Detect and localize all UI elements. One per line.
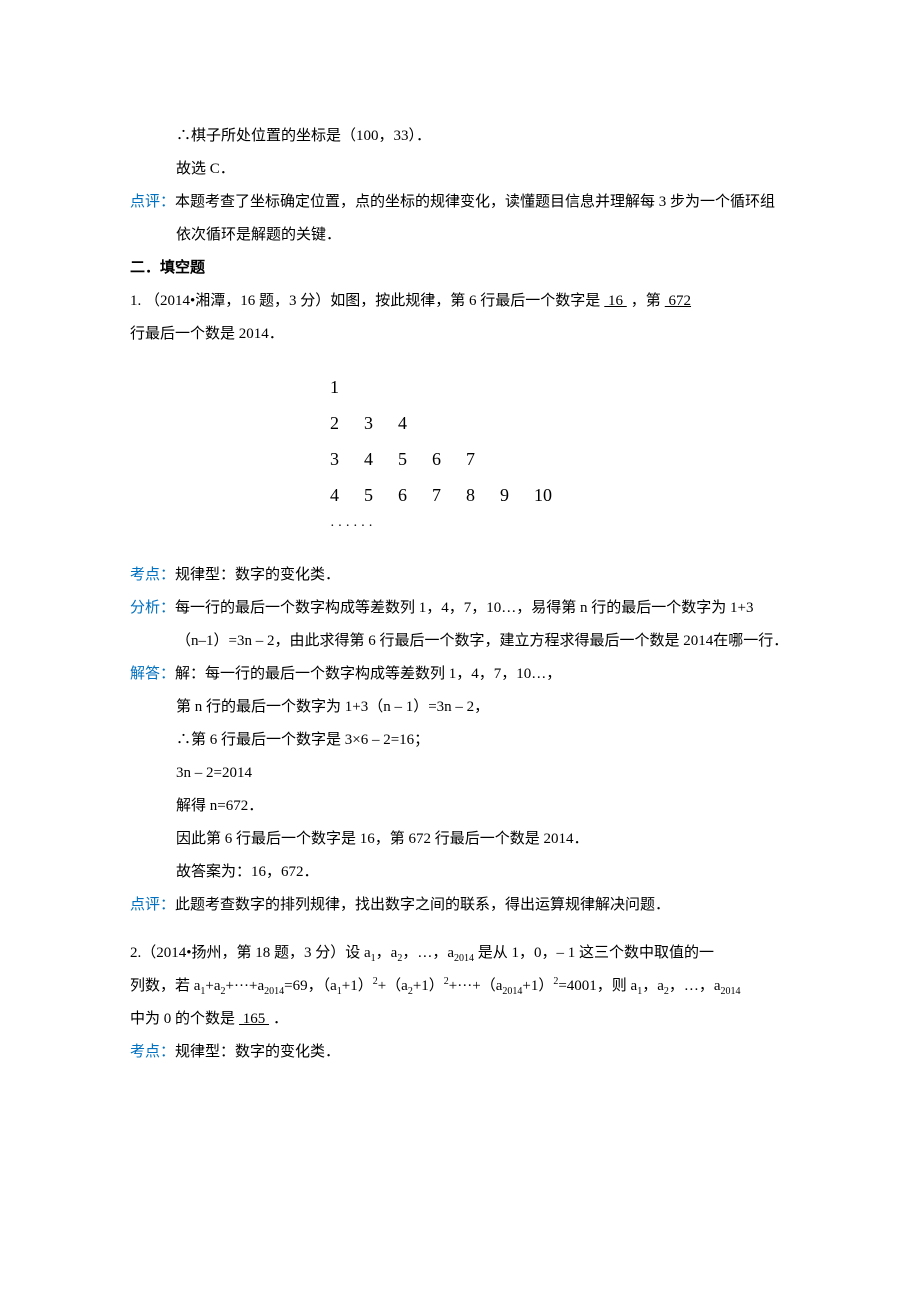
pattern-row-1: 1 bbox=[330, 369, 790, 405]
q1-jieda: 解答：解：每一行的最后一个数字构成等差数列 1，4，7，10…， bbox=[130, 658, 790, 691]
jieda-line-5: 解得 n=672． bbox=[130, 790, 790, 823]
number-pattern: 1 234 34567 45678910 ······ bbox=[330, 369, 790, 541]
q2-stem: 2.（2014•扬州，第 18 题，3 分）设 a1，a2，…，a2014 是从… bbox=[130, 937, 790, 1036]
fenxi-line-1: 每一行的最后一个数字构成等差数列 1，4，7，10…，易得第 n 行的最后一个数… bbox=[175, 600, 753, 616]
q1-stem-c: 行最后一个数是 2014． bbox=[130, 326, 284, 342]
dianping-text: 此题考查数字的排列规律，找出数字之间的联系，得出运算规律解决问题． bbox=[175, 897, 670, 913]
dianping-label: 点评： bbox=[130, 897, 175, 913]
q1-stem: 1. （2014•湘潭，16 题，3 分）如图，按此规律，第 6 行最后一个数字… bbox=[130, 285, 790, 351]
jieda-line-2: 第 n 行的最后一个数字为 1+3（n – 1）=3n – 2， bbox=[130, 691, 790, 724]
fenxi-label: 分析： bbox=[130, 600, 175, 616]
jieda-line-1: 解：每一行的最后一个数字构成等差数列 1，4，7，10…， bbox=[175, 666, 561, 682]
review-label: 点评： bbox=[130, 194, 175, 210]
q1-dianping: 点评：此题考查数字的排列规律，找出数字之间的联系，得出运算规律解决问题． bbox=[130, 889, 790, 922]
q1-stem-b: ，第 bbox=[631, 293, 661, 309]
jieda-label: 解答： bbox=[130, 666, 175, 682]
review-block: 点评：本题考查了坐标确定位置，点的坐标的规律变化，读懂题目信息并理解每 3 步为… bbox=[130, 186, 790, 252]
q1-kaodian: 考点：规律型：数字的变化类． bbox=[130, 559, 790, 592]
jieda-line-7: 故答案为：16，672． bbox=[130, 856, 790, 889]
intro-line-2: 故选 C． bbox=[130, 153, 790, 186]
kaodian-label: 考点： bbox=[130, 567, 175, 583]
jieda-line-4: 3n – 2=2014 bbox=[130, 757, 790, 790]
pattern-dots: ······ bbox=[330, 513, 790, 541]
q2-kaodian: 考点：规律型：数字的变化类． bbox=[130, 1036, 790, 1069]
q1-fenxi-line-2: （n–1）=3n – 2，由此求得第 6 行最后一个数字，建立方程求得最后一个数… bbox=[130, 625, 790, 658]
q1-stem-a: 1. （2014•湘潭，16 题，3 分）如图，按此规律，第 6 行最后一个数字… bbox=[130, 293, 600, 309]
section-2-title: 二．填空题 bbox=[130, 252, 790, 285]
intro-line-1: ∴棋子所处位置的坐标是（100，33）． bbox=[130, 120, 790, 153]
jieda-line-6: 因此第 6 行最后一个数字是 16，第 672 行最后一个数是 2014． bbox=[130, 823, 790, 856]
q2-blank: 165 bbox=[235, 1011, 273, 1027]
q1-blank-2: 672 bbox=[661, 293, 695, 309]
pattern-row-2: 234 bbox=[330, 405, 790, 441]
q1-fenxi: 分析：每一行的最后一个数字构成等差数列 1，4，7，10…，易得第 n 行的最后… bbox=[130, 592, 790, 625]
kaodian-text: 规律型：数字的变化类． bbox=[175, 567, 340, 583]
q2-kaodian-text: 规律型：数字的变化类． bbox=[175, 1044, 340, 1060]
q2-kaodian-label: 考点： bbox=[130, 1044, 175, 1060]
pattern-row-3: 34567 bbox=[330, 441, 790, 477]
q1-blank-1: 16 bbox=[600, 293, 631, 309]
spacer bbox=[130, 922, 790, 937]
review-text: 本题考查了坐标确定位置，点的坐标的规律变化，读懂题目信息并理解每 3 步为一个循… bbox=[175, 194, 775, 243]
pattern-row-4: 45678910 bbox=[330, 477, 790, 513]
jieda-line-3: ∴第 6 行最后一个数字是 3×6 – 2=16； bbox=[130, 724, 790, 757]
